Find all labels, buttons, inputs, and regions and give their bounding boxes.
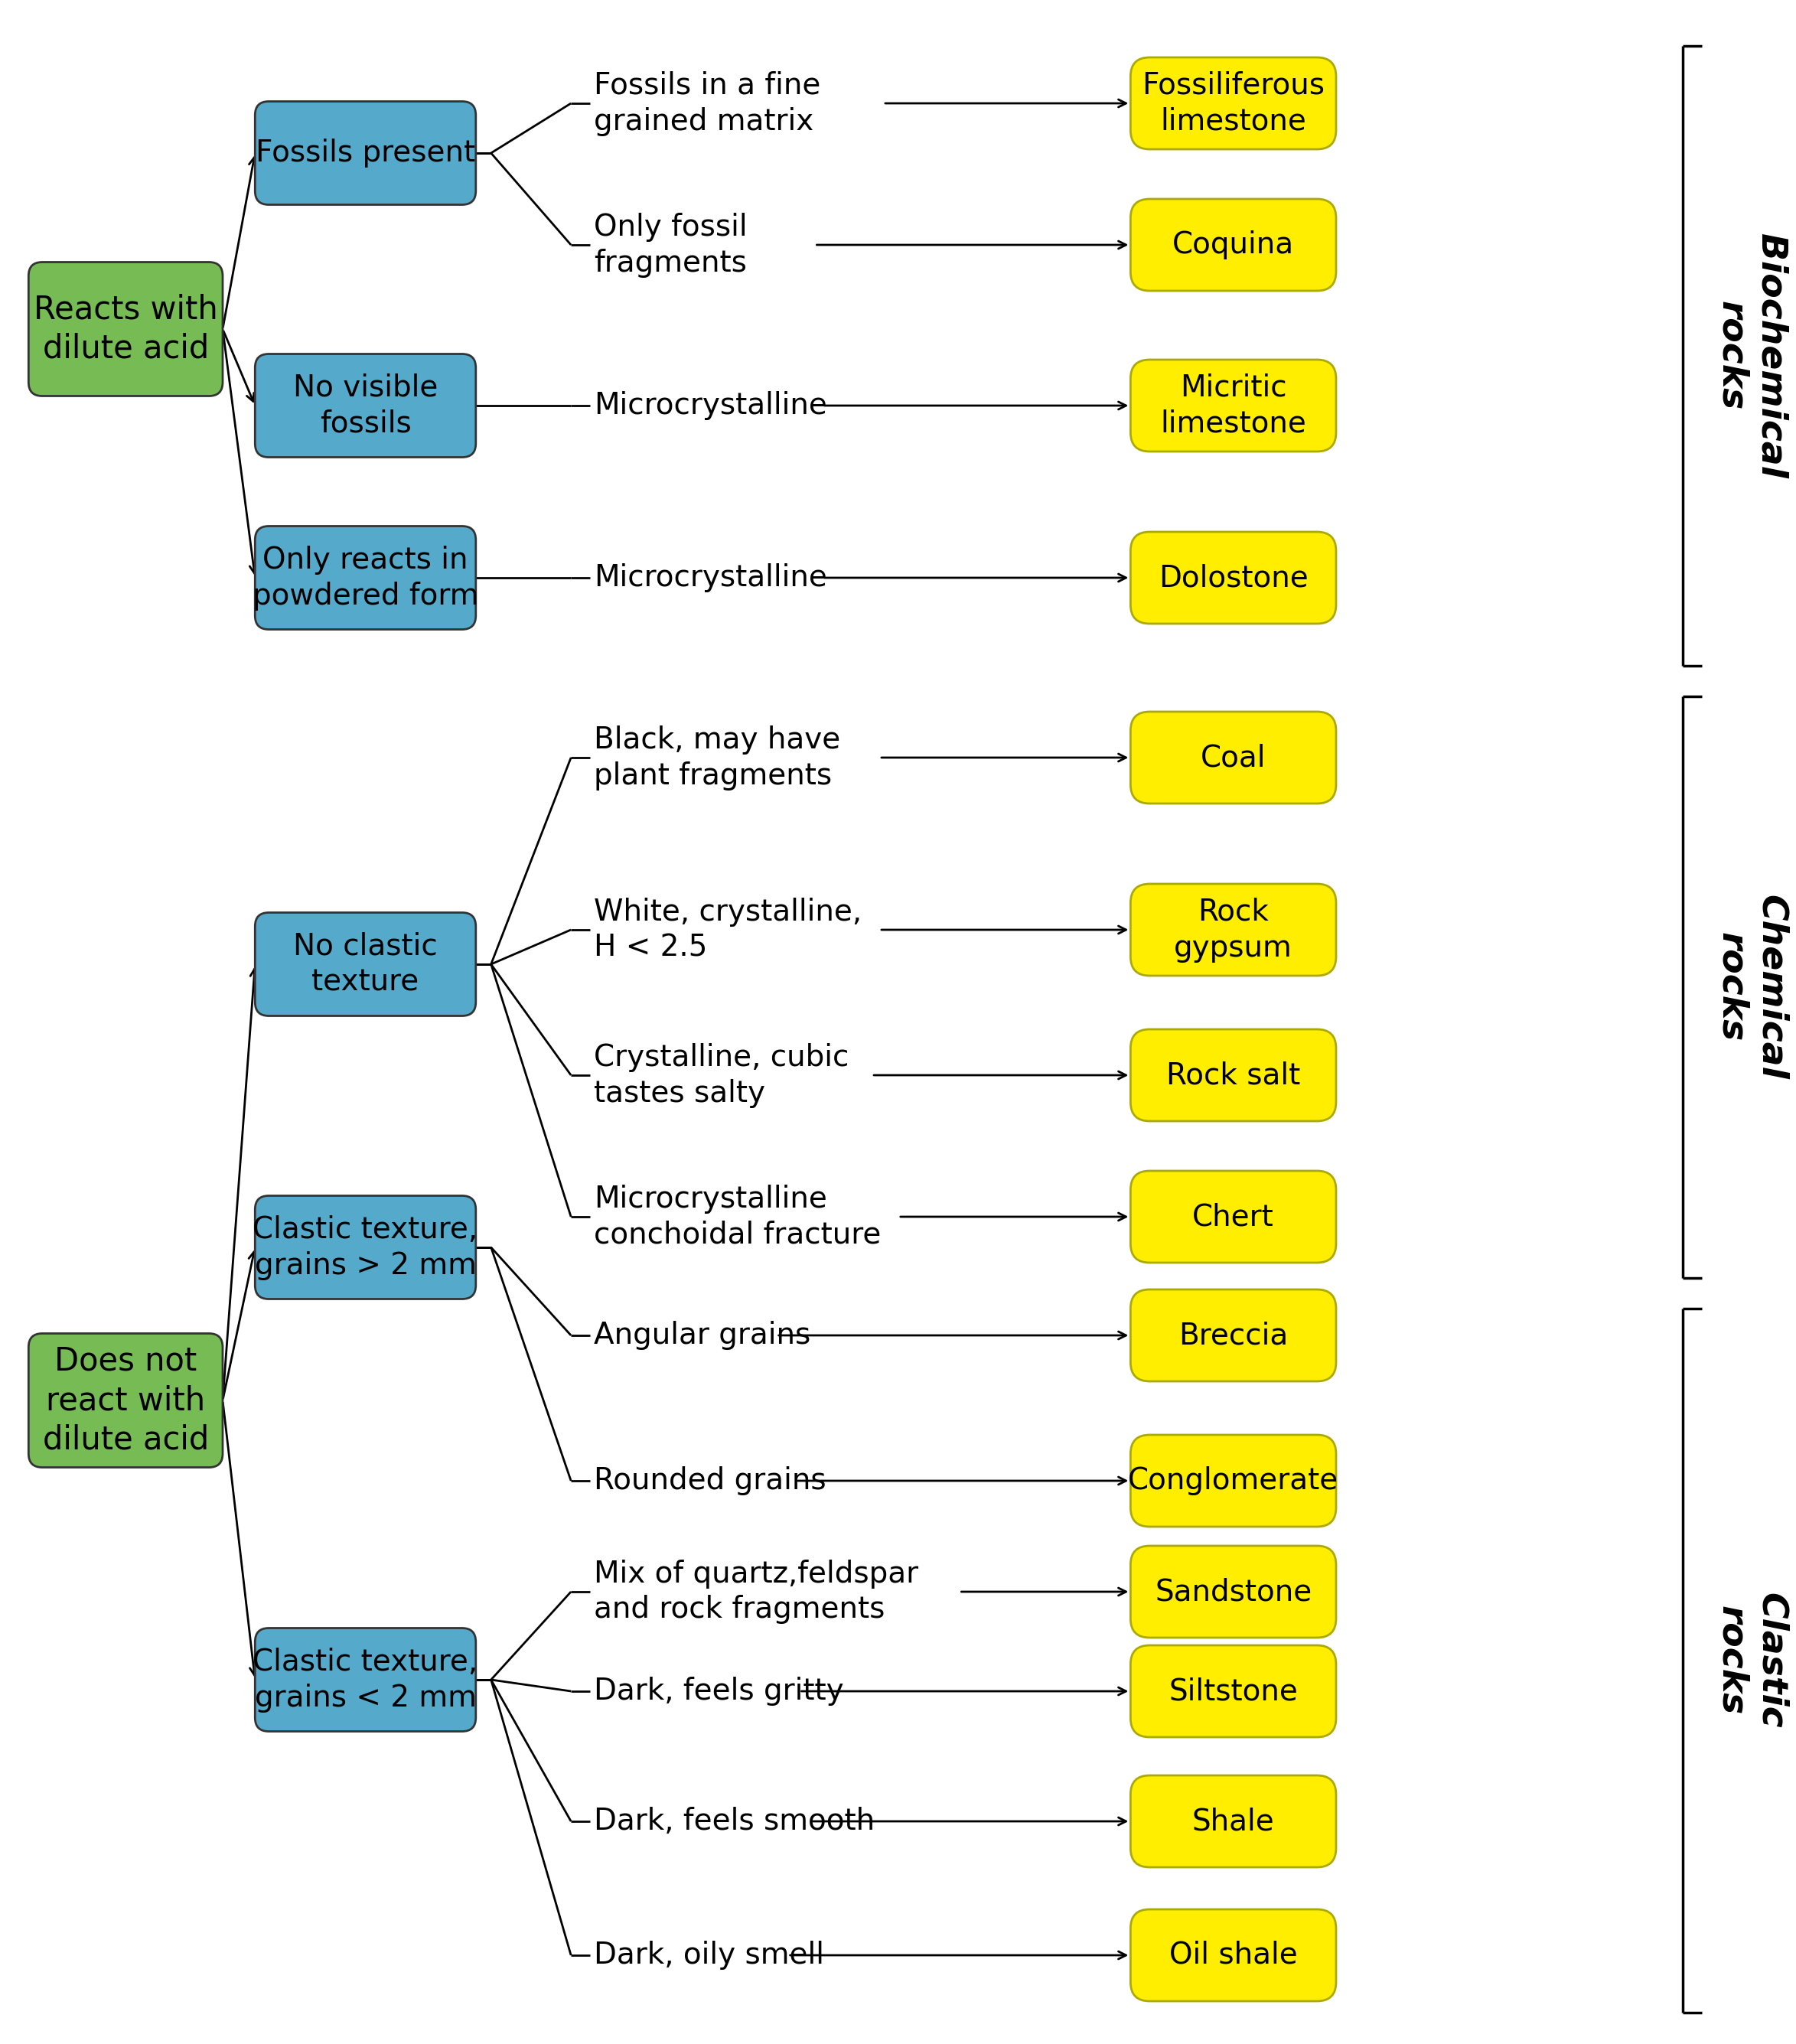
FancyBboxPatch shape <box>1130 198 1336 290</box>
Text: Rounded grains: Rounded grains <box>594 1466 826 1496</box>
FancyBboxPatch shape <box>255 1196 476 1300</box>
FancyBboxPatch shape <box>1130 1030 1336 1120</box>
FancyBboxPatch shape <box>1130 711 1336 803</box>
Text: Clastic texture,
grains > 2 mm: Clastic texture, grains > 2 mm <box>253 1214 478 1280</box>
Text: Rock
gypsum: Rock gypsum <box>1175 897 1293 963</box>
Text: Clastic
rocks: Clastic rocks <box>1713 1592 1789 1729</box>
FancyBboxPatch shape <box>255 912 476 1016</box>
FancyBboxPatch shape <box>255 354 476 458</box>
Text: Dark, feels gritty: Dark, feels gritty <box>594 1676 844 1707</box>
Text: Microcrystalline: Microcrystalline <box>594 390 828 421</box>
FancyBboxPatch shape <box>255 1629 476 1731</box>
FancyBboxPatch shape <box>1130 1290 1336 1382</box>
Text: Shale: Shale <box>1193 1807 1275 1836</box>
Text: Fossils in a fine
grained matrix: Fossils in a fine grained matrix <box>594 72 821 135</box>
Text: Dolostone: Dolostone <box>1158 564 1307 593</box>
Text: Chemical
rocks: Chemical rocks <box>1713 895 1789 1079</box>
Text: White, crystalline,
H < 2.5: White, crystalline, H < 2.5 <box>594 897 862 963</box>
FancyBboxPatch shape <box>1130 57 1336 149</box>
Text: No visible
fossils: No visible fossils <box>293 374 438 437</box>
Text: Rock salt: Rock salt <box>1166 1061 1300 1089</box>
Text: Oil shale: Oil shale <box>1169 1940 1297 1970</box>
Text: Crystalline, cubic
tastes salty: Crystalline, cubic tastes salty <box>594 1042 850 1108</box>
Text: Dark, feels smooth: Dark, feels smooth <box>594 1807 875 1836</box>
Text: Microcrystalline
conchoidal fracture: Microcrystalline conchoidal fracture <box>594 1183 882 1249</box>
Text: Coal: Coal <box>1200 744 1266 773</box>
FancyBboxPatch shape <box>1130 360 1336 452</box>
Text: Coquina: Coquina <box>1173 231 1295 260</box>
Text: Only fossil
fragments: Only fossil fragments <box>594 213 747 278</box>
FancyBboxPatch shape <box>1130 1776 1336 1868</box>
FancyBboxPatch shape <box>29 262 223 397</box>
FancyBboxPatch shape <box>29 1333 223 1468</box>
Text: Only reacts in
powdered form: Only reacts in powdered form <box>253 546 478 611</box>
Text: Dark, oily smell: Dark, oily smell <box>594 1940 824 1970</box>
Text: Does not
react with
dilute acid: Does not react with dilute acid <box>43 1345 208 1455</box>
Text: Fossiliferous
limestone: Fossiliferous limestone <box>1142 72 1325 135</box>
Text: Biochemical
rocks: Biochemical rocks <box>1713 233 1789 478</box>
FancyBboxPatch shape <box>1130 1435 1336 1527</box>
Text: Black, may have
plant fragments: Black, may have plant fragments <box>594 726 841 791</box>
Text: Siltstone: Siltstone <box>1169 1676 1299 1707</box>
FancyBboxPatch shape <box>1130 1645 1336 1737</box>
FancyBboxPatch shape <box>1130 1909 1336 2001</box>
Text: Sandstone: Sandstone <box>1155 1578 1311 1607</box>
FancyBboxPatch shape <box>1130 1545 1336 1637</box>
FancyBboxPatch shape <box>255 102 476 204</box>
Text: Angular grains: Angular grains <box>594 1320 810 1349</box>
Text: Reacts with
dilute acid: Reacts with dilute acid <box>34 292 217 366</box>
FancyBboxPatch shape <box>255 525 476 630</box>
FancyBboxPatch shape <box>1130 531 1336 623</box>
FancyBboxPatch shape <box>1130 883 1336 975</box>
Text: Breccia: Breccia <box>1178 1320 1288 1349</box>
Text: Microcrystalline: Microcrystalline <box>594 564 828 593</box>
Text: Clastic texture,
grains < 2 mm: Clastic texture, grains < 2 mm <box>253 1647 478 1713</box>
Text: No clastic
texture: No clastic texture <box>293 932 438 997</box>
Text: Fossils present: Fossils present <box>255 139 476 168</box>
Text: Conglomerate: Conglomerate <box>1128 1466 1338 1496</box>
Text: Chert: Chert <box>1193 1202 1273 1230</box>
Text: Mix of quartz,feldspar
and rock fragments: Mix of quartz,feldspar and rock fragment… <box>594 1560 918 1625</box>
Text: Micritic
limestone: Micritic limestone <box>1160 374 1306 437</box>
FancyBboxPatch shape <box>1130 1171 1336 1263</box>
